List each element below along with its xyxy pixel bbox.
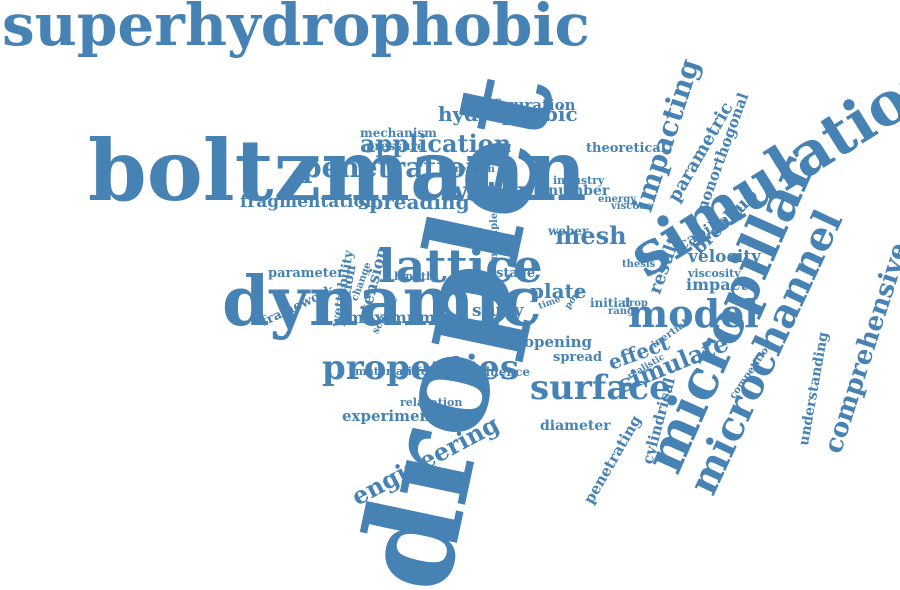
word-application: application	[360, 128, 512, 158]
word-study: study	[472, 301, 524, 322]
word-length: length	[394, 270, 434, 284]
word-plate: plate	[530, 279, 587, 303]
word-maximum: maximum	[347, 308, 436, 328]
word-viscous: viscous	[611, 201, 652, 212]
word-material: material	[355, 365, 408, 379]
word-superhydrophobic: superhydrophobic	[2, 0, 590, 59]
word-influence: influence	[468, 365, 531, 380]
word-stage: stage	[496, 265, 536, 281]
word-different: different	[400, 365, 454, 379]
word-penetration: penetration	[302, 150, 486, 184]
word-properties: properties	[322, 347, 520, 388]
word-theoretical: theoretical	[586, 140, 666, 156]
word-initial: initial	[590, 296, 631, 311]
word-weber: weber	[548, 224, 589, 239]
word-drop: drop	[622, 298, 648, 309]
word-boltzmann: boltzmann	[88, 120, 587, 220]
word-thesis: thesis	[622, 259, 656, 270]
word-pressure: pressure	[366, 139, 425, 154]
word-range: range	[608, 306, 641, 317]
word-diameter: diameter	[540, 417, 611, 434]
word-hydrophobic: hydrophobic	[438, 102, 578, 126]
word-opening: opening	[524, 333, 593, 351]
word-lattice: lattice	[378, 239, 543, 294]
word-industry: industry	[553, 174, 605, 188]
word-multiple: multiple	[489, 212, 500, 260]
word-spread: spread	[553, 349, 603, 365]
word-model: model	[628, 290, 759, 336]
word-water: water	[444, 174, 532, 208]
word-energy: energy	[598, 194, 637, 205]
word-configuration: configuration	[462, 96, 576, 114]
word-number: number	[548, 182, 610, 199]
word-experimental: experimental	[342, 407, 453, 425]
word-mesh: mesh	[555, 220, 627, 250]
word-viscosity: viscosity	[688, 267, 741, 281]
word-fragmentation: fragmentation	[240, 192, 378, 213]
word-impact: impact	[686, 275, 748, 295]
word-direction: direction	[444, 164, 495, 175]
word-dynamic: dynamic	[222, 261, 542, 342]
word-relaxation: relaxation	[400, 396, 463, 410]
word-mechanism: mechanism	[360, 126, 437, 141]
word-spreading: spreading	[358, 190, 470, 214]
word-velocity: velocity	[688, 247, 762, 268]
word-surface: surface	[530, 367, 671, 408]
word-comprehensive: comprehensive	[818, 239, 900, 458]
word-parameter: parameter	[268, 265, 344, 281]
